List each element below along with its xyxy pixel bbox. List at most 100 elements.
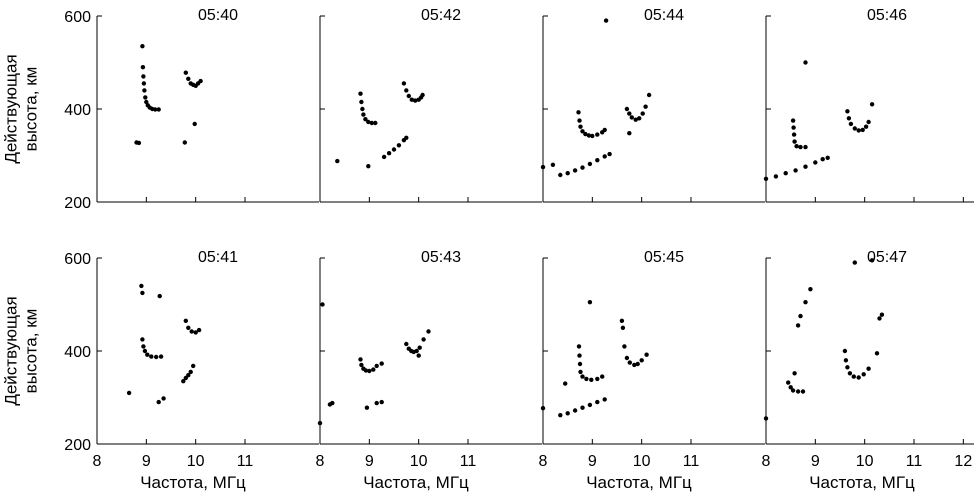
data-point [191,363,196,369]
data-point [578,124,583,129]
data-point [842,348,848,354]
data-point [869,102,875,107]
data-point [192,121,197,127]
data-point [186,325,191,330]
panel-time-label: 05:46 [867,7,907,24]
x-tick-label: 10 [856,453,874,470]
data-point [565,171,570,176]
data-point [142,348,148,354]
data-point [421,337,426,342]
data-point [848,121,854,127]
data-point [580,405,585,410]
data-point [196,327,202,333]
data-point [793,168,798,173]
data-point [189,329,194,334]
data-point [140,65,146,70]
data-point [773,174,779,179]
data-point [861,372,866,377]
x-tick-label: 12 [954,453,972,470]
data-point [590,133,595,139]
data-point [644,352,649,357]
data-point [142,88,147,93]
data-point [373,120,378,126]
panel-time-label: 05:44 [644,7,684,24]
data-point [540,406,546,411]
data-point [414,348,419,354]
x-tick-label: 10 [187,453,205,470]
data-point [369,120,374,126]
panel-time-label: 05:42 [421,7,461,24]
data-point [635,361,640,367]
data-point [788,385,793,390]
data-point [632,362,637,368]
data-point [639,358,644,363]
data-point [846,116,852,121]
data-point [879,312,885,317]
data-point [140,337,145,342]
data-point [825,155,830,160]
data-point [587,161,593,167]
data-point [851,374,856,379]
data-point [139,283,144,289]
data-point [143,95,148,100]
data-point [869,258,875,263]
data-point [409,97,414,102]
data-point [364,405,370,410]
data-point [577,118,582,123]
x-tick-label: 10 [633,453,651,470]
data-point [637,116,642,121]
data-point [413,98,418,103]
data-point [866,366,871,371]
data-point [186,76,191,82]
data-point [363,117,368,122]
x-tick-label: 11 [906,453,923,470]
y-tick-label: 600 [64,251,91,268]
data-point [401,81,407,86]
x-tick-label: 8 [762,453,771,470]
data-point [602,397,607,402]
data-point [144,99,149,105]
data-point [154,354,159,360]
data-point [620,325,626,330]
data-point [140,44,145,49]
x-tick-label: 9 [588,453,597,470]
x-axis-title: Частота, МГц [586,473,692,492]
data-point [820,157,825,162]
data-point [550,162,556,167]
data-point [572,408,578,413]
data-point [188,369,193,375]
data-point [374,400,379,406]
data-point [158,354,164,359]
data-point [161,396,166,401]
data-point [602,154,607,159]
data-point [140,290,145,296]
data-point [182,140,187,145]
y-axis-title: высота, км [21,67,40,152]
data-point [845,365,850,370]
data-point [186,373,191,378]
data-point [629,115,634,120]
data-point [791,125,796,130]
data-point [622,344,627,349]
data-point [563,381,568,386]
data-point [558,413,563,418]
data-point [374,363,379,369]
panel-time-label: 05:40 [198,7,238,24]
x-tick-label: 10 [410,453,428,470]
data-point [580,129,585,134]
data-point [358,91,363,96]
data-point [417,345,422,350]
data-point [141,74,146,79]
data-point [790,118,796,123]
data-point [420,92,425,98]
data-point [646,92,652,98]
data-point [198,78,203,84]
data-point [317,420,323,426]
data-point [794,144,799,149]
data-point [863,124,869,129]
data-point [877,316,882,321]
data-point [193,330,198,335]
data-point [126,390,132,396]
data-point [856,375,861,380]
data-point [583,131,588,137]
